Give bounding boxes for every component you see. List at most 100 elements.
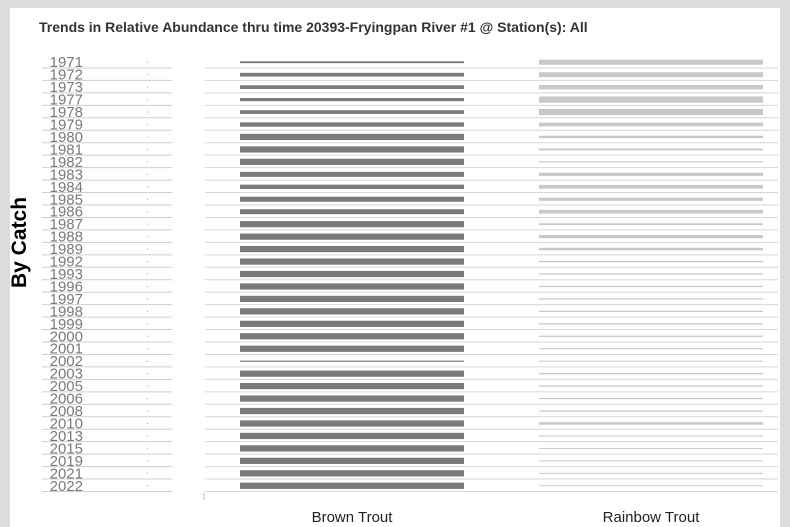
bar-brown-trout xyxy=(240,146,464,153)
bar-rainbow-trout xyxy=(539,235,763,239)
bar-rainbow-trout xyxy=(539,96,763,103)
bar-rainbow-trout xyxy=(539,161,763,163)
bar-brown-trout xyxy=(240,221,464,228)
bar-brown-trout xyxy=(240,85,464,90)
bar-brown-trout xyxy=(240,158,464,165)
bar-rainbow-trout xyxy=(539,84,763,90)
bar-brown-trout xyxy=(240,407,464,415)
year-tick-label: 2008 xyxy=(50,403,83,420)
bar-rainbow-trout xyxy=(539,197,763,201)
bar-rainbow-trout xyxy=(539,335,763,337)
bar-brown-trout xyxy=(240,196,464,202)
bar-brown-trout xyxy=(240,171,464,177)
bar-brown-trout xyxy=(240,320,464,327)
year-tick-label: 2000 xyxy=(50,328,83,345)
year-tick-label: 1977 xyxy=(50,92,83,109)
bar-rainbow-trout xyxy=(539,472,763,474)
bar-brown-trout xyxy=(240,470,464,477)
year-tick-label: 1972 xyxy=(50,67,83,84)
year-tick-label: 1999 xyxy=(50,316,83,333)
year-tick-label: 2005 xyxy=(50,378,83,395)
bar-brown-trout xyxy=(240,283,464,290)
year-tick-label: 2013 xyxy=(50,428,83,445)
bar-brown-trout xyxy=(240,308,464,315)
bar-rainbow-trout xyxy=(539,385,763,387)
bar-brown-trout xyxy=(240,61,464,64)
bar-rainbow-trout xyxy=(539,135,763,139)
category-label: Rainbow Trout xyxy=(603,509,701,526)
year-tick-label: 1983 xyxy=(50,166,83,183)
bar-rainbow-trout xyxy=(539,260,763,263)
bar-rainbow-trout xyxy=(539,360,763,362)
bar-rainbow-trout xyxy=(539,410,763,412)
bar-brown-trout xyxy=(240,345,464,352)
bar-rainbow-trout xyxy=(539,348,763,350)
bar-brown-trout xyxy=(240,482,464,489)
bar-brown-trout xyxy=(240,295,464,303)
bar-brown-trout xyxy=(240,445,464,452)
bar-brown-trout xyxy=(240,360,464,362)
bar-brown-trout xyxy=(240,184,464,189)
bar-rainbow-trout xyxy=(539,247,763,251)
bar-rainbow-trout xyxy=(539,273,763,275)
bar-rainbow-trout xyxy=(539,172,763,176)
bar-rainbow-trout xyxy=(539,435,763,437)
bar-rainbow-trout xyxy=(539,148,763,151)
bar-brown-trout xyxy=(240,133,464,141)
bar-brown-trout xyxy=(240,395,464,402)
year-tick-label: 1998 xyxy=(50,303,83,320)
bar-rainbow-trout xyxy=(539,422,763,425)
bar-brown-trout xyxy=(240,110,464,114)
year-tick-label: 1984 xyxy=(50,179,83,196)
year-tick-label: 1971 xyxy=(50,54,83,71)
year-tick-label: 2010 xyxy=(50,415,83,432)
bar-rainbow-trout xyxy=(539,323,763,325)
bar-rainbow-trout xyxy=(539,184,763,189)
bar-rainbow-trout xyxy=(539,447,763,449)
year-tick-label: 1973 xyxy=(50,79,83,96)
bar-brown-trout xyxy=(240,245,464,253)
bar-brown-trout xyxy=(240,270,464,278)
bar-brown-trout xyxy=(240,420,464,427)
bar-rainbow-trout xyxy=(539,285,763,288)
category-label: Brown Trout xyxy=(312,509,394,526)
year-tick-label: 1992 xyxy=(50,254,83,271)
bar-brown-trout xyxy=(240,209,464,215)
bar-brown-trout xyxy=(240,122,464,127)
chart-title: Trends in Relative Abundance thru time 2… xyxy=(39,19,588,35)
bar-rainbow-trout xyxy=(539,460,763,462)
year-tick-label: 2003 xyxy=(50,366,83,383)
bar-brown-trout xyxy=(240,233,464,240)
year-tick-label: 2001 xyxy=(50,341,83,358)
year-tick-label: 2019 xyxy=(50,453,83,470)
year-tick-label: 1982 xyxy=(50,154,83,171)
year-tick-label: 2022 xyxy=(50,478,83,495)
bar-rainbow-trout xyxy=(539,223,763,226)
bar-rainbow-trout xyxy=(539,122,763,127)
year-tick-label: 2002 xyxy=(50,353,83,370)
year-tick-label: 1989 xyxy=(50,241,83,258)
bar-rainbow-trout xyxy=(539,209,763,214)
year-tick-label: 1996 xyxy=(50,278,83,295)
year-tick-label: 1980 xyxy=(50,129,83,146)
year-tick-label: 1987 xyxy=(50,216,83,233)
year-tick-label: 1981 xyxy=(50,141,83,158)
year-tick-label: 1978 xyxy=(50,104,83,121)
year-tick-label: 2021 xyxy=(50,465,83,482)
year-tick-label: 1988 xyxy=(50,229,83,246)
bar-rainbow-trout xyxy=(539,310,763,312)
year-tick-label: 2006 xyxy=(50,391,83,408)
bar-rainbow-trout xyxy=(539,72,763,78)
bar-brown-trout xyxy=(240,383,464,390)
year-tick-label: 2015 xyxy=(50,440,83,457)
bar-brown-trout xyxy=(240,432,464,440)
bar-brown-trout xyxy=(240,370,464,377)
bar-rainbow-trout xyxy=(539,298,763,300)
bar-rainbow-trout xyxy=(539,397,763,400)
bar-brown-trout xyxy=(240,333,464,340)
year-tick-label: 1979 xyxy=(50,117,83,134)
bar-rainbow-trout xyxy=(539,108,763,116)
year-tick-label: 1997 xyxy=(50,291,83,308)
bar-rainbow-trout xyxy=(539,373,763,375)
